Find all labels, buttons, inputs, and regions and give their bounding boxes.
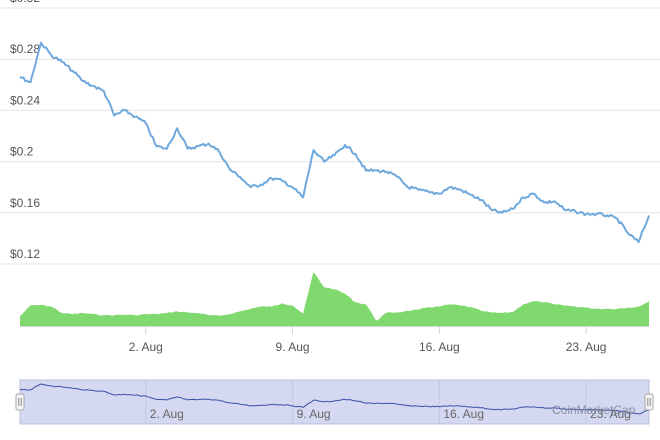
price-line [19, 41, 650, 244]
grid-lines [0, 7, 660, 265]
watermark-text: CoinMarketCap [552, 403, 636, 417]
range-navigator[interactable]: 2. Aug 9. Aug 16. Aug 23. Aug CoinMarketCap [15, 379, 654, 425]
navigator-x-label: 9. Aug [297, 407, 331, 421]
x-tick-label: 16. Aug [419, 340, 460, 354]
navigator-series [19, 383, 650, 415]
navigator-selected-range[interactable] [19, 379, 650, 425]
y-axis-tick-labels: $0.12 $0.16 $0.2 $0.24 $0.28 $0.32 [10, 0, 40, 261]
drag-handle-icon[interactable] [644, 393, 654, 411]
y-tick-label: $0.12 [10, 247, 40, 261]
navigator-x-label: 2. Aug [150, 407, 184, 421]
navigator-x-label: 23. Aug [590, 407, 631, 421]
x-axis: 2. Aug 9. Aug 16. Aug 23. Aug [20, 326, 649, 354]
y-tick-label: $0.32 [10, 0, 40, 5]
y-tick-label: $0.24 [10, 93, 40, 107]
navigator-right-handle[interactable] [644, 393, 654, 411]
volume-area [20, 272, 649, 326]
x-tick-label: 9. Aug [276, 340, 310, 354]
navigator-line [19, 383, 650, 415]
y-tick-label: $0.28 [10, 42, 40, 56]
navigator-handles[interactable] [15, 393, 654, 411]
volume-area-fill [20, 272, 649, 326]
y-tick-label: $0.2 [10, 145, 34, 159]
navigator-x-label: 16. Aug [443, 407, 484, 421]
y-tick-label: $0.16 [10, 196, 40, 210]
x-tick-label: 23. Aug [566, 340, 607, 354]
navigator-grid-lines [145, 380, 587, 424]
price-line-series [19, 41, 650, 244]
x-tick-label: 2. Aug [129, 340, 163, 354]
drag-handle-icon[interactable] [15, 393, 25, 411]
navigator-left-handle[interactable] [15, 393, 25, 411]
navigator-x-labels: 2. Aug 9. Aug 16. Aug 23. Aug [150, 407, 631, 421]
